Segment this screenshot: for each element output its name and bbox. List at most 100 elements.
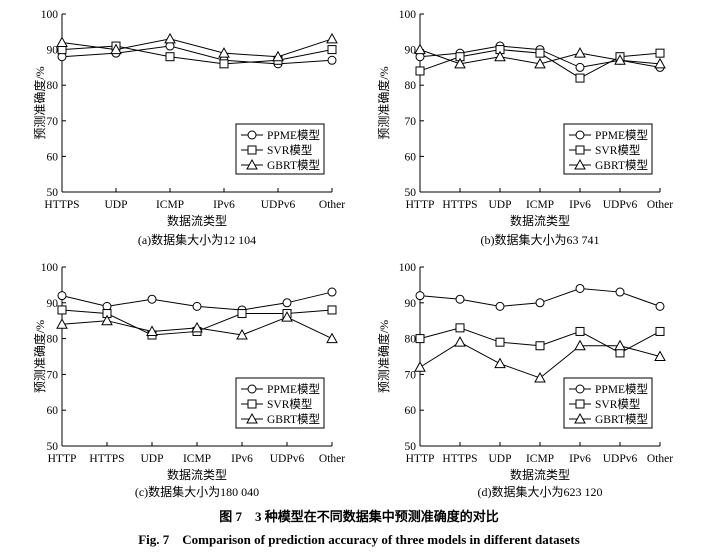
y-tick-label-c: 100 xyxy=(41,262,59,274)
legend-marker-triangle-c xyxy=(246,412,258,424)
x-category-label-d: Other xyxy=(647,453,673,465)
data-point-square-a xyxy=(219,59,229,69)
data-point-square-d xyxy=(575,326,585,336)
y-tick-label-d: 80 xyxy=(405,334,417,346)
y-tick-label-c: 50 xyxy=(47,441,59,453)
data-point-square-b xyxy=(575,73,585,83)
x-category-label-c: ICMP xyxy=(183,453,211,465)
data-point-square-b xyxy=(655,48,665,58)
y-tick-label-d: 100 xyxy=(399,262,417,274)
y-axis-title-c: 预测准确度/% xyxy=(32,320,47,393)
x-category-label-b: HTTP xyxy=(406,199,435,211)
data-point-triangle-b xyxy=(534,57,546,69)
legend-marker-circle-c xyxy=(247,384,257,394)
legend-label-b: PPME模型 xyxy=(595,128,648,142)
panel-caption-c: (c)数据集大小为180 040 xyxy=(135,484,259,499)
data-point-circle-c xyxy=(192,301,202,311)
data-point-square-b xyxy=(415,66,425,76)
figure-caption-en: Fig. 7 Comparison of prediction accuracy… xyxy=(138,532,580,547)
data-point-triangle-b xyxy=(614,54,626,65)
data-point-circle-b xyxy=(575,62,585,72)
data-point-square-c xyxy=(327,305,337,315)
x-category-label-a: Other xyxy=(319,199,345,211)
x-axis-title-c: 数据流类型 xyxy=(167,467,227,482)
data-point-triangle-c xyxy=(146,325,158,336)
y-axis-title-a: 预测准确度/% xyxy=(32,66,47,139)
data-point-circle-d xyxy=(535,298,545,308)
x-category-label-d: UDPv6 xyxy=(603,453,638,465)
y-tick-label-b: 90 xyxy=(405,45,417,57)
data-point-circle-d xyxy=(455,294,465,304)
x-category-label-c: UDPv6 xyxy=(270,453,305,465)
y-tick-label-d: 60 xyxy=(405,405,417,417)
legend-label-c: SVR模型 xyxy=(267,397,312,411)
x-category-label-b: ICMP xyxy=(526,199,554,211)
x-category-label-a: UDP xyxy=(104,199,127,211)
x-category-label-b: IPv6 xyxy=(569,199,591,211)
y-tick-label-a: 70 xyxy=(47,116,59,128)
x-category-label-a: IPv6 xyxy=(213,199,235,211)
data-point-square-d xyxy=(535,341,545,351)
data-point-square-a xyxy=(327,45,337,55)
data-point-triangle-c xyxy=(281,311,293,322)
legend-label-b: GBRT模型 xyxy=(595,158,648,172)
x-category-label-b: Other xyxy=(647,199,673,211)
x-category-label-d: HTTP xyxy=(406,453,435,465)
data-point-triangle-a xyxy=(326,32,338,44)
legend-label-c: GBRT模型 xyxy=(267,412,320,426)
y-tick-label-a: 90 xyxy=(47,45,59,57)
y-tick-label-c: 80 xyxy=(47,334,59,346)
y-tick-label-d: 50 xyxy=(405,441,417,453)
x-category-label-c: IPv6 xyxy=(231,453,253,465)
y-tick-label-a: 100 xyxy=(41,9,59,21)
legend-marker-square-d xyxy=(575,399,585,409)
data-point-square-c xyxy=(237,309,247,319)
data-point-triangle-a xyxy=(56,36,68,47)
data-point-triangle-d xyxy=(614,339,626,351)
x-axis-title-d: 数据流类型 xyxy=(510,467,570,482)
data-point-triangle-b xyxy=(654,57,666,69)
data-point-square-c xyxy=(57,305,67,315)
data-point-triangle-c xyxy=(191,321,203,333)
x-axis-title-a: 数据流类型 xyxy=(167,213,227,228)
panel-caption-a: (a)数据集大小为12 104 xyxy=(138,232,256,247)
legend-label-d: PPME模型 xyxy=(595,382,648,396)
data-point-triangle-c xyxy=(101,314,113,326)
x-category-label-c: Other xyxy=(319,453,345,465)
data-point-circle-c xyxy=(147,294,157,304)
x-category-label-b: HTTPS xyxy=(442,199,477,211)
data-point-triangle-a xyxy=(272,50,284,62)
chart-panel-c: 50 60 70 80 90 100 HTTP HTTPS UDP ICMP IPv6 UDPv6 Ot… xyxy=(32,262,345,499)
data-point-circle-d xyxy=(655,301,665,311)
legend-marker-circle-d xyxy=(575,384,585,394)
x-category-label-a: UDPv6 xyxy=(261,199,296,211)
y-tick-label-d: 70 xyxy=(405,369,417,381)
data-point-square-a xyxy=(165,52,175,62)
panel-caption-b: (b)数据集大小为63 741 xyxy=(481,232,600,247)
data-point-triangle-b xyxy=(494,50,506,62)
x-category-label-c: HTTP xyxy=(48,453,77,465)
y-tick-label-b: 60 xyxy=(405,151,417,163)
legend-marker-circle-a xyxy=(247,130,257,140)
y-tick-label-a: 80 xyxy=(47,80,59,92)
data-point-circle-d xyxy=(415,291,425,301)
legend-marker-triangle-b xyxy=(574,158,586,170)
x-axis-title-b: 数据流类型 xyxy=(510,213,570,228)
data-point-square-d xyxy=(655,326,665,336)
x-category-label-a: HTTPS xyxy=(44,199,79,211)
legend-label-a: PPME模型 xyxy=(267,128,320,142)
y-tick-label-b: 50 xyxy=(405,187,417,199)
y-tick-label-a: 60 xyxy=(47,151,59,163)
data-point-circle-d xyxy=(495,301,505,311)
chart-panel-d: 50 60 70 80 90 100 HTTP HTTPS UDP ICMP IPv6 UDPv6 Ot… xyxy=(376,262,673,499)
legend-label-d: SVR模型 xyxy=(595,397,640,411)
legend-marker-triangle-d xyxy=(574,412,586,424)
legend-label-a: SVR模型 xyxy=(267,143,312,157)
data-point-circle-d xyxy=(615,287,625,297)
chart-panel-a: 50 60 70 80 90 100 HTTPS UDP ICMP IPv6 UDPv6 Other 数… xyxy=(32,9,345,247)
x-category-label-c: HTTPS xyxy=(89,453,124,465)
legend-marker-square-c xyxy=(247,399,257,409)
y-tick-label-d: 90 xyxy=(405,298,417,310)
data-point-triangle-b xyxy=(454,57,466,69)
data-point-triangle-d xyxy=(534,371,546,383)
